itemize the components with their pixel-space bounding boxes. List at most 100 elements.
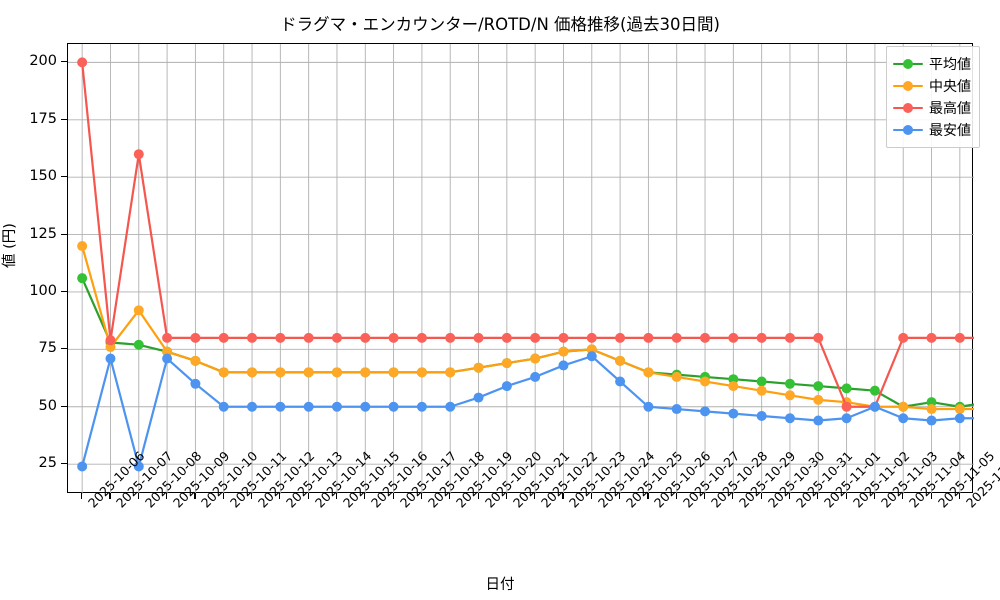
data-point bbox=[77, 461, 88, 472]
data-point bbox=[133, 339, 144, 350]
data-point bbox=[218, 401, 229, 412]
data-point bbox=[105, 353, 116, 364]
plot-area bbox=[67, 43, 974, 494]
x-tick-label: 2025-10-20 bbox=[482, 448, 544, 510]
data-point bbox=[501, 358, 512, 369]
data-point bbox=[530, 332, 541, 343]
data-point bbox=[926, 397, 937, 408]
data-point bbox=[445, 367, 456, 378]
data-point bbox=[331, 367, 342, 378]
data-point bbox=[728, 381, 739, 392]
data-point bbox=[841, 413, 852, 424]
data-point bbox=[133, 305, 144, 316]
data-point bbox=[530, 353, 541, 364]
data-point bbox=[700, 332, 711, 343]
x-tick-label: 2025-11-01 bbox=[821, 448, 883, 510]
data-point bbox=[869, 401, 880, 412]
y-axis-title: 値 (円) bbox=[2, 223, 18, 268]
data-point bbox=[360, 367, 371, 378]
legend-swatch-icon bbox=[893, 123, 923, 137]
data-point bbox=[416, 401, 427, 412]
data-point bbox=[275, 332, 286, 343]
data-point bbox=[756, 332, 767, 343]
data-point bbox=[869, 385, 880, 396]
data-point bbox=[331, 401, 342, 412]
y-tick-label: 200 bbox=[29, 53, 57, 70]
data-point bbox=[303, 367, 314, 378]
y-tick-label: 75 bbox=[38, 340, 57, 357]
data-point bbox=[756, 376, 767, 387]
x-tick-label: 2025-10-24 bbox=[595, 448, 657, 510]
data-point bbox=[501, 381, 512, 392]
legend-item-1[interactable]: 中央値 bbox=[893, 75, 971, 97]
data-point bbox=[728, 408, 739, 419]
chart-title: ドラグマ・エンカウンター/ROTD/N 価格推移(過去30日間) bbox=[280, 15, 720, 34]
legend-swatch-icon bbox=[893, 79, 923, 93]
series-line bbox=[81, 277, 974, 408]
data-point bbox=[416, 332, 427, 343]
data-point bbox=[700, 406, 711, 417]
data-point bbox=[190, 378, 201, 389]
data-point bbox=[671, 371, 682, 382]
y-tick-label: 25 bbox=[38, 455, 57, 472]
data-point bbox=[756, 410, 767, 421]
x-tick-label: 2025-10-23 bbox=[566, 448, 628, 510]
data-point bbox=[643, 367, 654, 378]
data-point bbox=[926, 332, 937, 343]
data-point bbox=[784, 390, 795, 401]
x-tick-label: 2025-11-03 bbox=[878, 448, 940, 510]
x-tick-label: 2025-10-15 bbox=[340, 448, 402, 510]
data-point bbox=[247, 332, 258, 343]
x-tick-label: 2025-10-16 bbox=[368, 448, 430, 510]
data-point bbox=[954, 413, 965, 424]
x-tick-label: 2025-10-28 bbox=[708, 448, 770, 510]
data-point bbox=[473, 332, 484, 343]
data-point bbox=[388, 401, 399, 412]
data-point bbox=[643, 401, 654, 412]
x-tick-label: 2025-10-10 bbox=[198, 448, 260, 510]
legend-label: 最高値 bbox=[929, 101, 971, 117]
data-point bbox=[303, 401, 314, 412]
x-tick-label: 2025-11-05 bbox=[935, 448, 997, 510]
data-point bbox=[360, 401, 371, 412]
data-point bbox=[303, 332, 314, 343]
data-point bbox=[247, 367, 258, 378]
data-point bbox=[473, 362, 484, 373]
data-point bbox=[586, 332, 597, 343]
legend-label: 最安値 bbox=[929, 123, 971, 139]
data-point bbox=[331, 332, 342, 343]
x-tick-label: 2025-10-07 bbox=[113, 448, 175, 510]
data-point bbox=[813, 381, 824, 392]
data-point bbox=[388, 367, 399, 378]
series-3 bbox=[77, 351, 974, 472]
data-point bbox=[954, 332, 965, 343]
data-point bbox=[615, 355, 626, 366]
data-point bbox=[643, 332, 654, 343]
data-point bbox=[898, 332, 909, 343]
data-point bbox=[586, 351, 597, 362]
data-point bbox=[218, 367, 229, 378]
legend-item-3[interactable]: 最安値 bbox=[893, 119, 971, 141]
x-tick-label: 2025-10-08 bbox=[142, 448, 204, 510]
data-point bbox=[445, 332, 456, 343]
x-tick-label: 2025-10-21 bbox=[510, 448, 572, 510]
chart-canvas bbox=[68, 44, 974, 494]
data-point bbox=[105, 342, 116, 353]
data-point bbox=[728, 374, 739, 385]
x-tick-label: 2025-11-06 bbox=[962, 448, 1000, 511]
data-point bbox=[926, 415, 937, 426]
legend-item-0[interactable]: 平均値 bbox=[893, 53, 971, 75]
data-point bbox=[275, 401, 286, 412]
data-point bbox=[77, 241, 88, 252]
chart-legend: 平均値 中央値最高値最安値 bbox=[886, 46, 980, 148]
x-tick-label: 2025-10-12 bbox=[255, 448, 317, 510]
data-point bbox=[105, 335, 116, 346]
data-point bbox=[784, 378, 795, 389]
x-tick-label: 2025-10-17 bbox=[397, 448, 459, 510]
data-point bbox=[530, 371, 541, 382]
x-tick-label: 2025-11-02 bbox=[850, 448, 912, 510]
data-point bbox=[77, 57, 88, 68]
data-point bbox=[784, 413, 795, 424]
data-point bbox=[247, 401, 258, 412]
legend-item-2[interactable]: 最高値 bbox=[893, 97, 971, 119]
